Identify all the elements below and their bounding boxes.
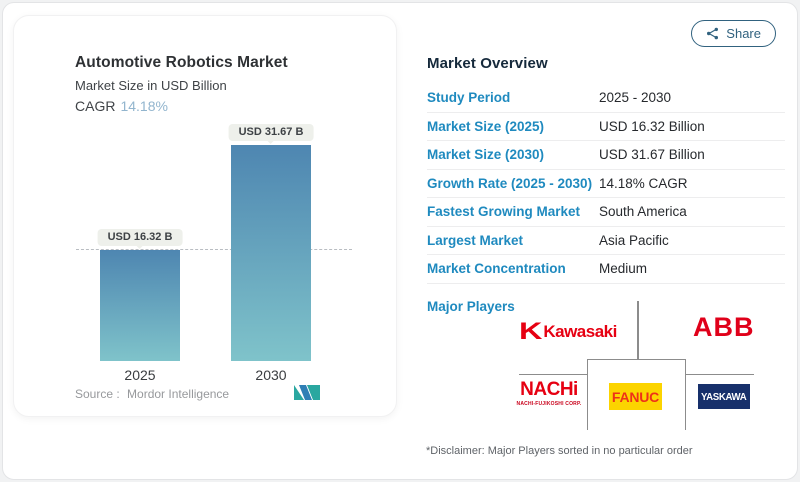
row-label: Market Size (2030): [427, 147, 545, 163]
yaskawa-logo-text: YASKAWA: [701, 390, 747, 403]
row-value: South America: [599, 204, 687, 220]
bar-value-tooltip: USD 31.67 B: [228, 124, 314, 144]
disclaimer-text: *Disclaimer: Major Players sorted in no …: [426, 445, 693, 457]
abb-logo: ABB: [693, 312, 755, 342]
chart-cagr-line: CAGR 14.18%: [75, 98, 288, 114]
kawasaki-logo-text: Kawasaki: [543, 322, 617, 341]
nachi-logo-text: NACHi: [520, 379, 578, 400]
share-icon: [706, 27, 719, 40]
mordor-intelligence-logo-icon: [294, 384, 320, 403]
chart-header: Automotive Robotics Market Market Size i…: [75, 54, 288, 114]
row-value: Medium: [599, 261, 648, 277]
bar-chart-plot: USD 16.32 B USD 31.67 B 2025 2030: [74, 121, 362, 383]
bar: [231, 145, 311, 361]
yaskawa-logo: YASKAWA: [698, 384, 750, 409]
x-axis-label-2030: 2030: [255, 367, 287, 383]
row-label: Market Concentration: [427, 261, 566, 277]
row-value: 2025 - 2030: [599, 90, 672, 106]
table-row: Market Size (2030) USD 31.67 Billion: [427, 141, 785, 170]
row-value: USD 31.67 Billion: [599, 147, 705, 163]
bar-group-2025: USD 16.32 B: [97, 121, 183, 361]
row-label: Market Size (2025): [427, 118, 545, 134]
chart-title: Automotive Robotics Market: [75, 54, 288, 71]
table-row: Largest Market Asia Pacific: [427, 227, 785, 255]
row-label: Largest Market: [427, 232, 524, 248]
kawasaki-logo: K Kawasaki: [518, 318, 617, 346]
row-value: 14.18% CAGR: [599, 175, 688, 191]
cagr-value: 14.18%: [120, 98, 168, 114]
share-button-label: Share: [726, 26, 761, 41]
row-label: Fastest Growing Market: [427, 204, 581, 220]
fanuc-logo-text: FANUC: [611, 388, 660, 405]
table-row: Study Period 2025 - 2030: [427, 84, 785, 113]
table-row: Market Concentration Medium: [427, 255, 785, 284]
nachi-logo-caption: NACHI-FUJIKOSHI CORP.: [516, 401, 582, 407]
fanuc-logo: FANUC: [609, 383, 662, 410]
x-axis-label-2025: 2025: [124, 367, 156, 383]
nachi-logo: NACHi NACHI-FUJIKOSHI CORP.: [513, 379, 585, 408]
row-label: Growth Rate (2025 - 2030): [427, 175, 593, 191]
bar-value-tooltip: USD 16.32 B: [97, 229, 183, 249]
diagram-branch-right: [685, 373, 754, 375]
market-overview-table: Study Period 2025 - 2030 Market Size (20…: [427, 84, 785, 284]
source-row: Source : Mordor Intelligence: [75, 384, 320, 403]
baseline-dashed-line: [76, 249, 352, 250]
diagram-branch-left: [519, 373, 587, 375]
row-value: USD 16.32 Billion: [599, 118, 705, 134]
table-row: Market Size (2025) USD 16.32 Billion: [427, 113, 785, 141]
chart-subtitle: Market Size in USD Billion: [75, 78, 227, 93]
market-overview-panel: Market Overview Study Period 2025 - 2030…: [427, 3, 785, 314]
source-name: Mordor Intelligence: [127, 386, 230, 401]
diagram-stem-line: [637, 301, 639, 360]
cagr-label: CAGR: [75, 98, 116, 114]
source-label: Source :: [75, 386, 120, 401]
kawasaki-k-mark-icon: K: [518, 318, 543, 345]
bar-group-2030: USD 31.67 B: [228, 121, 314, 361]
table-row: Growth Rate (2025 - 2030) 14.18% CAGR: [427, 170, 785, 198]
chart-card: Automotive Robotics Market Market Size i…: [13, 15, 397, 417]
major-players-label: Major Players: [427, 298, 515, 314]
table-row: Fastest Growing Market South America: [427, 198, 785, 227]
share-button[interactable]: Share: [691, 20, 776, 47]
row-value: Asia Pacific: [599, 232, 669, 248]
row-label: Study Period: [427, 90, 511, 106]
bar: [100, 250, 180, 361]
market-overview-title: Market Overview: [427, 55, 548, 72]
source-text: Source : Mordor Intelligence: [75, 387, 233, 401]
